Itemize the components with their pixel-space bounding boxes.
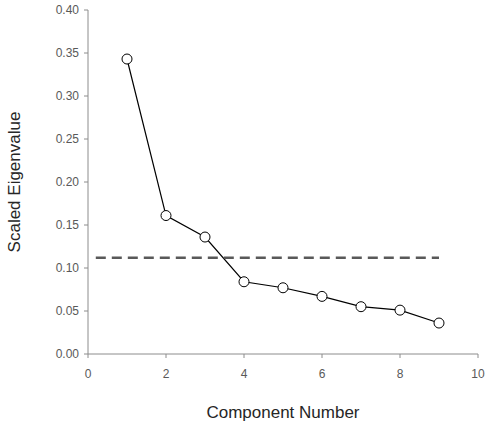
- x-tick: [244, 354, 245, 358]
- series-line: [127, 59, 439, 323]
- x-tick-label: 0: [85, 367, 92, 381]
- y-tick: [84, 10, 88, 11]
- y-tick: [84, 311, 88, 312]
- x-tick-label: 10: [471, 367, 485, 381]
- y-tick-label: 0.30: [56, 89, 80, 103]
- x-tick: [400, 354, 401, 358]
- y-tick-label: 0.15: [56, 218, 80, 232]
- y-tick-label: 0.05: [56, 304, 80, 318]
- y-tick-label: 0.40: [56, 3, 80, 17]
- point-marker: [356, 302, 366, 312]
- x-tick: [322, 354, 323, 358]
- y-tick-label: 0.20: [56, 175, 80, 189]
- y-tick-label: 0.00: [56, 347, 80, 361]
- x-tick-label: 6: [319, 367, 326, 381]
- x-tick: [478, 354, 479, 358]
- reference-line: [96, 256, 439, 259]
- y-tick: [84, 96, 88, 97]
- point-marker: [317, 291, 327, 301]
- y-tick: [84, 182, 88, 183]
- x-axis-title: Component Number: [206, 403, 359, 422]
- point-marker: [200, 232, 210, 242]
- x-tick-label: 2: [163, 367, 170, 381]
- point-marker: [434, 318, 444, 328]
- y-tick: [84, 225, 88, 226]
- point-marker: [161, 211, 171, 221]
- point-marker: [395, 305, 405, 315]
- y-tick: [84, 139, 88, 140]
- y-tick-label: 0.25: [56, 132, 80, 146]
- plot-area: [96, 54, 444, 328]
- point-marker: [122, 54, 132, 64]
- y-tick-label: 0.35: [56, 46, 80, 60]
- x-tick-label: 8: [397, 367, 404, 381]
- chart: 0.00 0.05 0.10 0.15 0.20 0.25 0.30 0.35 0.40 0 2 4 6…: [0, 0, 486, 426]
- x-tick-label: 4: [241, 367, 248, 381]
- y-axis-title: Scaled Eigenvalue: [5, 112, 24, 253]
- y-tick: [84, 354, 88, 355]
- point-marker: [239, 277, 249, 287]
- y-tick: [84, 268, 88, 269]
- x-tick: [88, 354, 89, 358]
- y-tick-label: 0.10: [56, 261, 80, 275]
- y-tick: [84, 53, 88, 54]
- x-tick: [166, 354, 167, 358]
- point-marker: [278, 283, 288, 293]
- x-axis: [88, 354, 478, 355]
